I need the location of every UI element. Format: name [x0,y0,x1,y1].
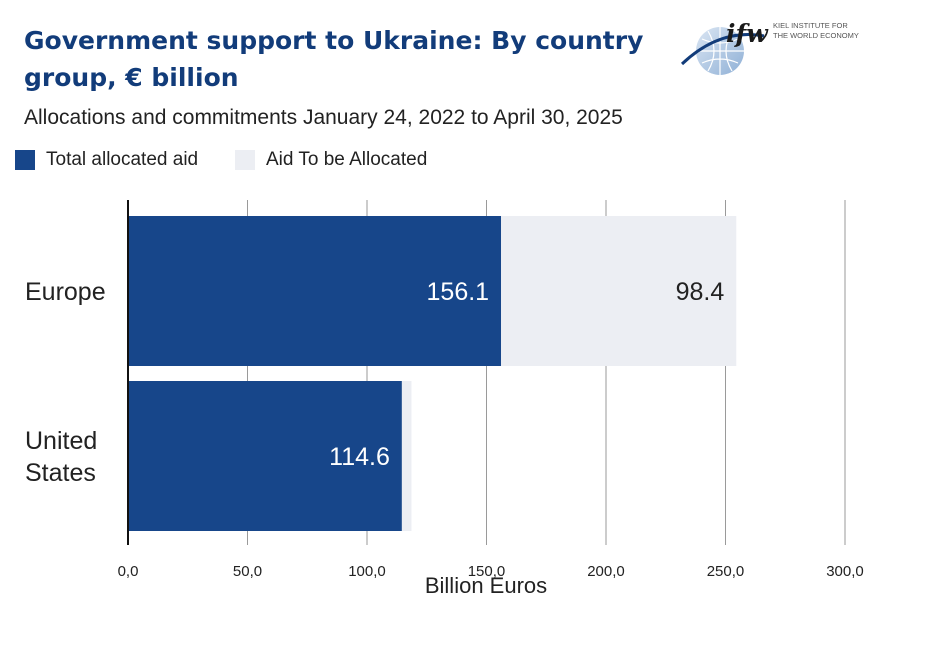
legend-swatch-allocated [15,150,35,170]
globe-icon [680,27,765,75]
x-tick-label-4: 200,0 [587,563,625,580]
logo-line1: KIEL INSTITUTE FOR [773,21,848,30]
category-label-1-0: United [25,427,97,455]
logo-mark: ifw [726,19,769,48]
x-tick-label-3: 150,0 [468,563,506,580]
x-tick-label-1: 50,0 [233,563,262,580]
x-tick-label-2: 100,0 [348,563,386,580]
x-tick-label-5: 250,0 [707,563,745,580]
chart-title: Government support to Ukraine: By countr… [24,26,644,92]
legend-label-to-be-allocated: Aid To be Allocated [266,149,428,170]
logo-line2: THE WORLD ECONOMY [773,31,859,40]
category-label-0-0: Europe [25,278,106,306]
category-label-1-1: States [25,459,96,487]
x-axis-title: Billion Euros [424,573,548,598]
legend-label-allocated: Total allocated aid [46,149,199,170]
data-label-0-1: 114.6 [329,443,390,471]
bar-0-1 [128,381,402,531]
x-tick-label-0: 0,0 [118,563,139,580]
x-tick-label-6: 300,0 [826,563,864,580]
bar-1-1 [401,381,412,531]
data-label-0-0: 156.1 [427,278,490,306]
ifw-logo: ifw KIEL INSTITUTE FOR THE WORLD ECONOMY [680,19,859,75]
bar-chart: 156.1 98.4 Europe 114.6 United States 0,0 50,0 1… [25,200,864,580]
legend-swatch-to-be-allocated [235,150,255,170]
data-label-1-0: 98.4 [676,278,725,306]
bar-0-0 [128,216,502,366]
chart-subtitle: Allocations and commitments January 24, … [24,106,623,129]
bar-1-0 [501,216,737,366]
